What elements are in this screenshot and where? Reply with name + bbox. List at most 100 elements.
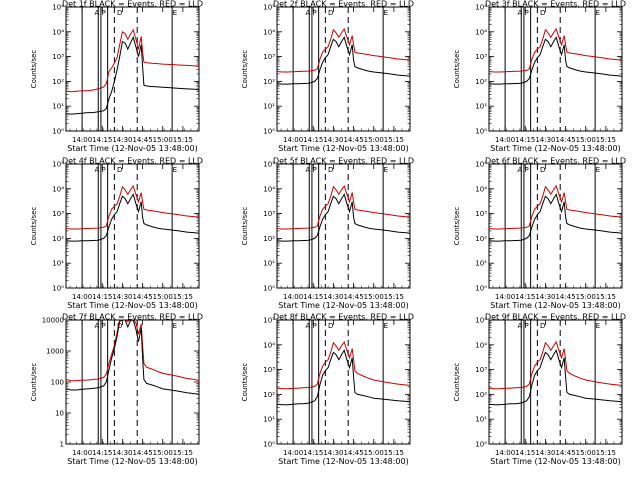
attenuator-label: P (524, 322, 528, 330)
chart-panel: Det 9f BLACK = Events, RED = LLD 10⁰ 10¹ 10… (453, 313, 626, 467)
x-tick-label: 15:15 (384, 293, 404, 301)
chart-title: Det 3f BLACK = Events, RED = LLD (485, 0, 626, 9)
y-tick-label: 10⁵ (263, 317, 275, 325)
x-tick-label: 14:15 (92, 449, 112, 457)
x-tick-label: 14:30 (323, 449, 343, 457)
y-tick-label: 10² (475, 78, 487, 86)
attenuator-label: A (306, 9, 311, 17)
y-axis-label: Counts/sec (30, 207, 38, 246)
x-tick-label: 15:00 (153, 449, 173, 457)
x-tick-label: 14:00 (283, 293, 303, 301)
attenuator-label: E (384, 9, 388, 17)
x-tick-label: 15:00 (576, 449, 596, 457)
attenuator-label: E (596, 322, 600, 330)
y-tick-label: 10³ (475, 53, 487, 61)
chart-panel: Det 8f BLACK = Events, RED = LLD 10⁰ 10¹ 10… (241, 313, 414, 467)
x-tick-label: 14:15 (515, 449, 535, 457)
x-tick-label: 14:45 (132, 136, 152, 144)
y-tick-label: 10000 (42, 317, 64, 325)
attenuator-label: E (384, 166, 388, 174)
x-tick-label: 14:45 (555, 293, 575, 301)
x-tick-label: 14:00 (72, 449, 92, 457)
attenuator-label: A (95, 322, 100, 330)
x-axis-label: Start Time (12-Nov-05 13:48:00) (67, 144, 197, 153)
y-tick-label: 10³ (475, 210, 487, 218)
x-tick-label: 15:15 (384, 136, 404, 144)
x-tick-label: 14:45 (343, 136, 363, 144)
plot-frame (488, 163, 623, 289)
y-axis-label: Counts/sec (30, 50, 38, 89)
attenuator-label: P (101, 9, 105, 17)
y-tick-label: 10⁴ (263, 185, 275, 193)
y-tick-label: 10⁴ (475, 341, 487, 349)
attenuator-label: P (312, 166, 316, 174)
x-tick-label: 15:00 (364, 449, 384, 457)
y-tick-label: 10³ (263, 366, 275, 374)
x-tick-label: 14:30 (535, 449, 555, 457)
x-tick-label: 15:15 (596, 136, 616, 144)
attenuator-label: E (173, 166, 177, 174)
y-tick-label: 10³ (263, 210, 275, 218)
y-tick-label: 10² (475, 391, 487, 399)
lld-series-line (276, 27, 411, 73)
y-tick-label: 10⁰ (475, 285, 487, 293)
chart-panel: Det 7f BLACK = Events, RED = LLD 1 10 100 10… (30, 313, 203, 467)
x-tick-label: 14:45 (343, 449, 363, 457)
x-axis-label: Start Time (12-Nov-05 13:48:00) (278, 144, 408, 153)
attenuator-label: A (518, 322, 523, 330)
x-tick-label: 14:15 (92, 136, 112, 144)
x-tick-label: 14:45 (343, 293, 363, 301)
attenuator-label: E (596, 166, 600, 174)
y-tick-label: 10⁵ (475, 161, 487, 169)
y-tick-label: 10¹ (52, 260, 64, 268)
chart-title: Det 5f BLACK = Events, RED = LLD (273, 157, 414, 166)
y-tick-label: 10³ (263, 53, 275, 61)
y-axis-label: Counts/sec (241, 207, 249, 246)
attenuator-label: E (173, 322, 177, 330)
y-tick-label: 10⁰ (263, 285, 275, 293)
attenuator-label: D (540, 166, 545, 174)
y-tick-label: 10⁴ (475, 28, 487, 36)
events-series-line (488, 36, 623, 85)
attenuator-label: E (384, 322, 388, 330)
attenuator-label: A (95, 166, 100, 174)
y-tick-label: 1000 (46, 348, 64, 356)
chart-title: Det 8f BLACK = Events, RED = LLD (273, 313, 414, 322)
y-axis-label: Counts/sec (453, 363, 461, 402)
y-tick-label: 100 (51, 379, 64, 387)
attenuator-label: P (312, 9, 316, 17)
y-tick-label: 10² (263, 78, 275, 86)
x-tick-label: 15:00 (153, 293, 173, 301)
chart-title: Det 2f BLACK = Events, RED = LLD (273, 0, 414, 9)
y-tick-label: 10⁵ (263, 4, 275, 12)
y-tick-label: 10⁰ (52, 128, 64, 136)
y-tick-label: 10³ (52, 53, 64, 61)
plot-frame (488, 319, 623, 445)
x-axis-label: Start Time (12-Nov-05 13:48:00) (490, 457, 620, 466)
chart-title: Det 1f BLACK = Events, RED = LLD (62, 0, 203, 9)
y-tick-label: 10⁴ (475, 185, 487, 193)
lld-series-line (488, 184, 623, 230)
x-axis-label: Start Time (12-Nov-05 13:48:00) (490, 301, 620, 310)
x-tick-label: 14:00 (495, 449, 515, 457)
x-tick-label: 15:15 (596, 293, 616, 301)
attenuator-label: D (328, 322, 333, 330)
y-tick-label: 10² (52, 235, 64, 243)
y-tick-label: 10⁰ (263, 441, 275, 449)
lld-series-line (65, 319, 200, 382)
y-tick-label: 10¹ (263, 416, 275, 424)
x-tick-label: 14:00 (283, 136, 303, 144)
y-axis-label: Counts/sec (241, 363, 249, 402)
x-tick-label: 14:15 (515, 293, 535, 301)
x-tick-label: 14:00 (283, 449, 303, 457)
attenuator-label: E (173, 9, 177, 17)
x-tick-label: 14:15 (303, 136, 323, 144)
y-tick-label: 10¹ (263, 103, 275, 111)
x-tick-label: 15:15 (596, 449, 616, 457)
attenuator-label: D (117, 322, 122, 330)
y-tick-label: 10 (55, 410, 64, 418)
chart-title: Det 6f BLACK = Events, RED = LLD (485, 157, 626, 166)
x-tick-label: 14:00 (495, 293, 515, 301)
y-tick-label: 1 (60, 441, 64, 449)
